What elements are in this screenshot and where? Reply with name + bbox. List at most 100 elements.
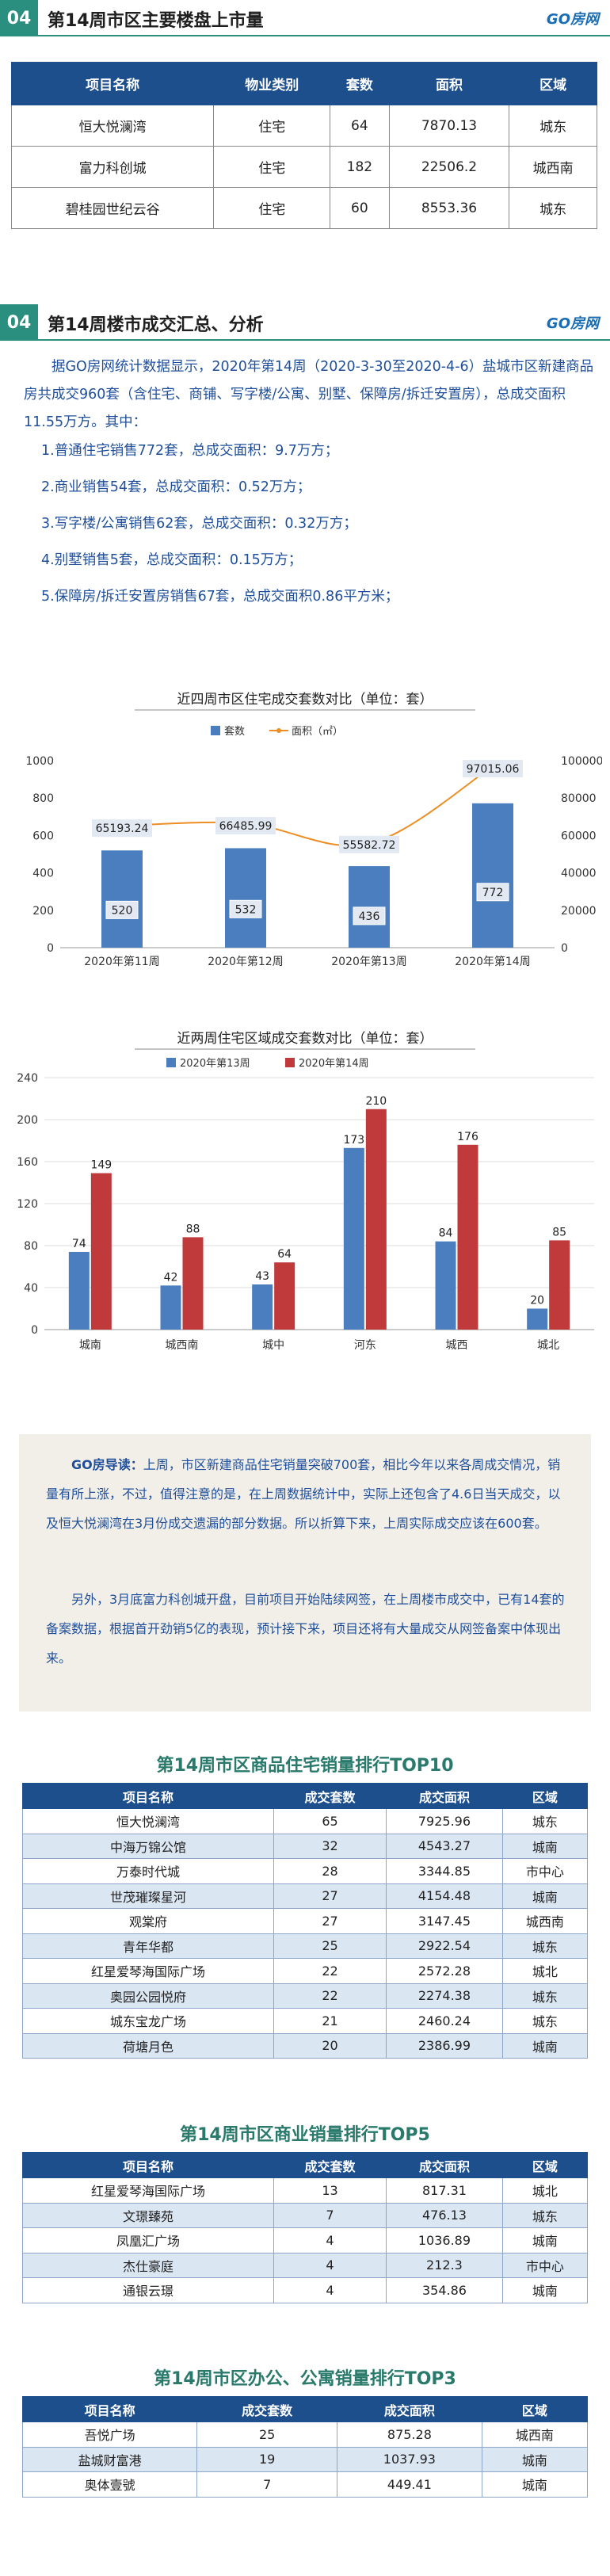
cell: 荷塘月色	[22, 2032, 274, 2059]
col-header: 项目名称	[22, 2152, 274, 2178]
line-value-label: 97015.06	[467, 763, 520, 776]
cell: 7870.13	[388, 105, 510, 147]
bar-value-label: 772	[482, 887, 504, 899]
legend-swatch	[285, 1058, 295, 1067]
cell: 4154.48	[386, 1883, 503, 1909]
listings-table: 项目名称 物业类别 套数 面积 区域 恒大悦澜湾 住宅 64 7870.13 城…	[10, 62, 597, 229]
col-header: 区域	[481, 2396, 589, 2422]
table-row: 杰仕豪庭 4 212.3 市中心	[22, 2252, 589, 2278]
cell: 3147.45	[386, 1908, 503, 1934]
summary-item: 2.商业销售54套，总成交面积：0.52万方；	[41, 479, 311, 495]
cell: 奥园公园悦府	[22, 1983, 274, 2009]
y2-tick-label: 0	[561, 942, 568, 955]
y2-tick-label: 100000	[561, 755, 602, 768]
table-row: 吾悦广场 25 875.28 城西南	[21, 2421, 589, 2448]
summary-item: 1.普通住宅销售772套，总成交面积：9.7万方；	[41, 443, 339, 459]
cell: 3344.85	[386, 1858, 503, 1884]
legend-label: 面积（㎡）	[292, 726, 343, 738]
note-label: GO房导读：	[71, 1457, 143, 1472]
col-header: 成交面积	[386, 2152, 503, 2178]
table-row: 碧桂园世纪云谷 住宅 60 8553.36 城东	[10, 187, 597, 229]
cell: 32	[273, 1833, 387, 1859]
note-text: 上周，市区新建商品住宅销量突破700套，相比今年以来各周成交情况，销量有所上涨，…	[46, 1457, 561, 1531]
bar	[365, 1109, 387, 1330]
summary-item: 4.别墅销售5套，总成交面积：0.15万方；	[41, 552, 303, 568]
col-header: 成交面积	[386, 1783, 503, 1809]
rank-residential-title: 第14周市区商品住宅销量排行TOP10	[156, 1756, 454, 1776]
section-title: 第14周楼市成交汇总、分析	[48, 315, 264, 335]
cell: 875.28	[337, 2421, 482, 2448]
y-tick-label: 40	[24, 1282, 38, 1295]
cell: 通银云璟	[22, 2277, 274, 2303]
bar	[90, 1173, 112, 1330]
table-row: 奥园公园悦府 22 2274.38 城东	[22, 1983, 589, 2009]
rank-office-table: 项目名称 成交套数 成交面积 区域 吾悦广场 25 875.28 城西南 盐城财富港 19 1037…	[21, 2396, 589, 2498]
cell: 7	[273, 2202, 387, 2228]
bar-label-box	[353, 906, 386, 925]
legend-swatch	[166, 1058, 176, 1067]
chart-title: 近四周市区住宅成交套数对比（单位：套）	[177, 692, 433, 708]
bar-label-box	[105, 900, 139, 919]
x-tick-label: 城西	[446, 1339, 468, 1352]
bar	[343, 1147, 364, 1330]
cell: 212.3	[386, 2252, 503, 2278]
section-number: 04	[0, 304, 38, 341]
line-value-label: 66485.99	[219, 820, 273, 833]
col-header: 面积	[388, 62, 510, 105]
cell: 1037.93	[337, 2446, 482, 2472]
bar	[160, 1285, 181, 1330]
table-row: 观棠府 27 3147.45 城西南	[22, 1908, 589, 1934]
table-row: 荷塘月色 20 2386.99 城南	[22, 2032, 589, 2059]
bar-label-box	[476, 883, 509, 902]
cell: 城东	[501, 1933, 589, 1959]
cell: 城东	[501, 2008, 589, 2034]
bar	[527, 1308, 548, 1330]
table-header-row: 项目名称 成交套数 成交面积 区域	[22, 1783, 589, 1809]
y-tick-label: 600	[32, 830, 54, 842]
table-row: 万泰时代城 28 3344.85 市中心	[22, 1858, 589, 1884]
brand-logo: GO房网	[546, 11, 599, 28]
cell: 25	[273, 1933, 387, 1959]
cell: 2572.28	[386, 1958, 503, 1984]
col-header: 项目名称	[21, 2396, 198, 2422]
cell: 城南	[501, 2032, 589, 2059]
bar-value-label: 85	[552, 1226, 566, 1238]
y-tick-label: 0	[47, 942, 54, 955]
cell: 万泰时代城	[22, 1858, 274, 1884]
cell: 13	[273, 2177, 387, 2204]
cell: 住宅	[213, 146, 331, 188]
section-header-listings: 04 第14周市区主要楼盘上市量 GO房网	[0, 0, 610, 36]
section-title: 第14周市区主要楼盘上市量	[48, 11, 264, 31]
x-tick-label: 2020年第13周	[331, 955, 406, 968]
cell: 盐城财富港	[21, 2446, 198, 2472]
legend-swatch-dot	[276, 728, 281, 733]
cell: 354.86	[386, 2277, 503, 2303]
col-header: 成交套数	[196, 2396, 338, 2422]
bar-value-label: 210	[365, 1095, 387, 1108]
cell: 20	[273, 2032, 387, 2059]
cell: 吾悦广场	[21, 2421, 198, 2448]
bar-value-label: 436	[359, 910, 380, 923]
table-row: 城东宝龙广场 21 2460.24 城东	[22, 2008, 589, 2034]
table-row: 奥体壹號 7 449.41 城南	[21, 2471, 589, 2498]
y2-tick-label: 20000	[561, 905, 597, 918]
line-value-label: 65193.24	[96, 822, 149, 835]
cell: 28	[273, 1858, 387, 1884]
section-header-summary: 04 第14周楼市成交汇总、分析 GO房网	[0, 304, 610, 341]
bar-value-label: 88	[186, 1223, 200, 1235]
bar	[274, 1262, 295, 1330]
chart-district-comparison: 近两周住宅区域成交套数对比（单位：套） 2020年第13周 2020年第14周 0 40…	[17, 1031, 594, 1352]
line-label-box	[463, 760, 523, 778]
cell: 449.41	[337, 2471, 482, 2498]
col-header: 成交套数	[273, 1783, 387, 1809]
legend-label: 2020年第13周	[180, 1058, 250, 1070]
cell: 红星爱琴海国际广场	[22, 1958, 274, 1984]
cell: 城东	[509, 187, 597, 229]
bar-value-label: 173	[343, 1134, 364, 1147]
cell: 2274.38	[386, 1983, 503, 2009]
cell: 27	[273, 1883, 387, 1909]
bar	[68, 1251, 90, 1330]
note-paragraph-1: GO房导读：上周，市区新建商品住宅销量突破700套，相比今年以来各周成交情况，销…	[46, 1450, 572, 1538]
y-tick-label: 1000	[25, 755, 54, 768]
cell: 恒大悦澜湾	[22, 1808, 274, 1834]
